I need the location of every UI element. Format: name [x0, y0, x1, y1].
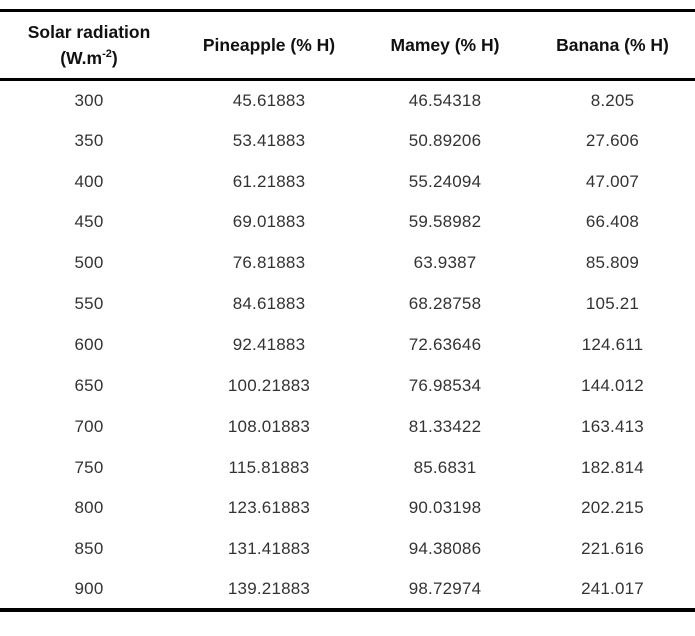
- header-solar-radiation-label: Solar radiation: [27, 21, 151, 42]
- header-solar-radiation: Solar radiation (W.m-2): [0, 11, 178, 80]
- cell-mamey: 76.98534: [408, 375, 482, 395]
- cell-pineapple: 115.81883: [228, 457, 310, 477]
- table-header: Solar radiation (W.m-2) Pineapple (% H) …: [0, 11, 695, 80]
- cell-pineapple: 84.61883: [232, 294, 306, 314]
- table-row: 350 53.41883 50.89206 27.606: [0, 120, 695, 161]
- cell-radiation: 300: [74, 90, 104, 110]
- cell-mamey: 59.58982: [408, 212, 482, 232]
- cell-pineapple: 61.21883: [232, 171, 306, 191]
- table-row: 550 84.61883 68.28758 105.21: [0, 284, 695, 325]
- cell-mamey: 94.38086: [408, 539, 482, 559]
- cell-banana: 66.408: [585, 212, 640, 232]
- cell-radiation: 400: [74, 171, 104, 191]
- cell-mamey: 50.89206: [408, 130, 482, 150]
- table-row: 300 45.61883 46.54318 8.205: [0, 80, 695, 121]
- cell-pineapple: 92.41883: [232, 334, 306, 354]
- table-row: 900 139.21883 98.72974 241.017: [0, 570, 695, 611]
- cell-pineapple: 69.01883: [232, 212, 306, 232]
- table-row: 700 108.01883 81.33422 163.413: [0, 406, 695, 447]
- table-row: 600 92.41883 72.63646 124.611: [0, 325, 695, 366]
- cell-radiation: 450: [74, 212, 104, 232]
- cell-mamey: 85.6831: [413, 457, 477, 477]
- cell-pineapple: 108.01883: [227, 416, 311, 436]
- header-banana: Banana (% H): [556, 34, 669, 55]
- unit-suffix: ): [111, 48, 118, 68]
- cell-pineapple: 53.41883: [232, 130, 306, 150]
- cell-radiation: 700: [74, 416, 104, 436]
- cell-pineapple: 123.61883: [227, 498, 311, 518]
- cell-banana: 241.017: [581, 579, 644, 599]
- cell-pineapple: 76.81883: [232, 253, 306, 273]
- table-body: 300 45.61883 46.54318 8.205 350 53.41883 50.89…: [0, 80, 695, 611]
- cell-mamey: 72.63646: [408, 334, 482, 354]
- cell-radiation: 750: [74, 457, 104, 477]
- cell-banana: 27.606: [585, 130, 640, 150]
- table-row: 800 123.61883 90.03198 202.215: [0, 488, 695, 529]
- cell-radiation: 600: [74, 334, 104, 354]
- header-pineapple: Pineapple (% H): [202, 34, 336, 55]
- cell-pineapple: 45.61883: [232, 90, 306, 110]
- unit-superscript: -2: [102, 48, 112, 61]
- cell-mamey: 63.9387: [413, 253, 477, 273]
- table-row: 400 61.21883 55.24094 47.007: [0, 161, 695, 202]
- table-row: 450 69.01883 59.58982 66.408: [0, 202, 695, 243]
- cell-banana: 221.616: [581, 539, 644, 559]
- cell-mamey: 46.54318: [408, 90, 482, 110]
- header-solar-radiation-unit: (W.m-2): [0, 45, 178, 71]
- cell-banana: 202.215: [581, 498, 644, 518]
- cell-banana: 144.012: [581, 375, 644, 395]
- cell-banana: 47.007: [585, 171, 640, 191]
- cell-pineapple: 131.41883: [227, 539, 311, 559]
- cell-banana: 105.21: [585, 294, 640, 314]
- table-row: 850 131.41883 94.38086 221.616: [0, 529, 695, 570]
- table-row: 500 76.81883 63.9387 85.809: [0, 243, 695, 284]
- cell-pineapple: 100.21883: [227, 375, 311, 395]
- table-row: 650 100.21883 76.98534 144.012: [0, 365, 695, 406]
- cell-radiation: 350: [74, 130, 104, 150]
- cell-radiation: 650: [74, 375, 104, 395]
- cell-banana: 163.413: [581, 416, 644, 436]
- cell-banana: 8.205: [590, 90, 635, 110]
- data-table: Solar radiation (W.m-2) Pineapple (% H) …: [0, 9, 695, 613]
- cell-banana: 124.611: [581, 334, 644, 354]
- cell-radiation: 850: [74, 539, 104, 559]
- table-row: 750 115.81883 85.6831 182.814: [0, 447, 695, 488]
- cell-banana: 182.814: [581, 457, 644, 477]
- cell-mamey: 98.72974: [408, 579, 482, 599]
- cell-radiation: 500: [74, 253, 104, 273]
- header-row: Solar radiation (W.m-2) Pineapple (% H) …: [0, 11, 695, 80]
- cell-radiation: 550: [74, 294, 104, 314]
- unit-prefix: (W.m: [60, 48, 103, 68]
- cell-radiation: 900: [74, 579, 104, 599]
- cell-mamey: 81.33422: [408, 416, 482, 436]
- cell-radiation: 800: [74, 498, 104, 518]
- header-mamey: Mamey (% H): [390, 34, 500, 55]
- cell-pineapple: 139.21883: [227, 579, 311, 599]
- cell-banana: 85.809: [585, 253, 640, 273]
- cell-mamey: 55.24094: [408, 171, 482, 191]
- cell-mamey: 90.03198: [408, 498, 482, 518]
- cell-mamey: 68.28758: [408, 294, 482, 314]
